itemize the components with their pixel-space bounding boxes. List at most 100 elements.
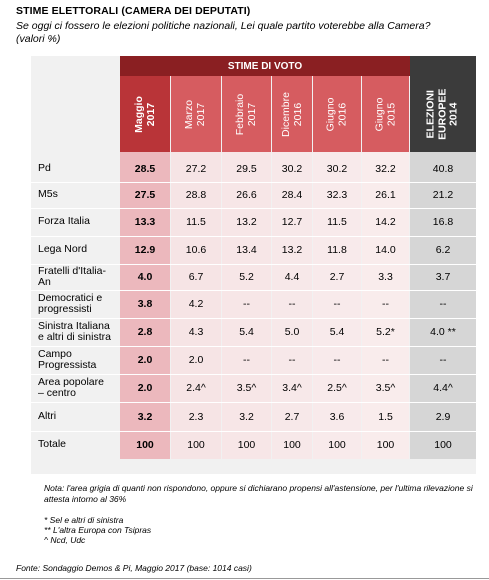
table-cell: -- <box>333 354 341 366</box>
row-label: Campo Progressista <box>38 347 97 371</box>
source-text: Fonte: Sondaggio Demos & Pi, Maggio 2017… <box>16 563 252 573</box>
table-cell: 2.4^ <box>186 382 206 394</box>
table-cell: 3.4^ <box>282 382 302 394</box>
table-cell: 2.0 <box>137 382 153 394</box>
table-cell: 27.2 <box>185 162 207 175</box>
table-cell: 27.5 <box>134 189 156 201</box>
table-cell: 26.1 <box>375 189 396 201</box>
table-cell: 21.2 <box>432 189 454 201</box>
table-cell: 2.8 <box>137 326 153 338</box>
row-separator <box>31 318 476 319</box>
table-cell: -- <box>439 298 447 310</box>
row-separator <box>31 236 476 237</box>
table-cell: 3.3 <box>378 271 393 283</box>
column-header-label: Febbraio 2017 <box>233 93 258 135</box>
table-cell: 4.4^ <box>433 382 453 394</box>
row-label: Sinistra Italiana e altri di sinistra <box>38 319 111 343</box>
table-cell: 13.2 <box>281 244 303 256</box>
table-cell: 30.2 <box>281 162 303 175</box>
table-cell: 2.0 <box>188 354 204 366</box>
table-cell: 3.5^ <box>236 382 257 394</box>
table-cell: 100 <box>328 439 346 451</box>
table-cell: 13.2 <box>236 216 257 228</box>
row-separator <box>31 346 476 347</box>
table-cell: 12.7 <box>281 216 303 228</box>
table-cell: 4.4 <box>284 271 300 283</box>
row-separator <box>31 182 476 183</box>
row-separator <box>31 374 476 375</box>
column-header-label: Dicembre 2016 <box>279 91 304 137</box>
table-cell: 29.5 <box>236 162 257 175</box>
table-cell: 40.8 <box>432 162 454 175</box>
table-cell: -- <box>288 298 296 310</box>
row-label: M5s <box>38 188 58 201</box>
column-background <box>313 152 361 459</box>
table-cell: -- <box>333 298 341 310</box>
table-cell: 2.7 <box>329 271 345 283</box>
table-cell: 3.7 <box>435 271 451 283</box>
column-background <box>272 152 312 459</box>
table-cell: 3.8 <box>137 298 153 310</box>
row-label: Totale <box>38 438 67 451</box>
table-cell: 10.6 <box>185 244 207 256</box>
column-header: Maggio 2017 <box>120 76 170 152</box>
table-cell: 5.2 <box>239 271 254 283</box>
table-cell: 12.9 <box>134 244 156 256</box>
row-separator <box>31 402 476 403</box>
euro-header-top <box>410 56 476 76</box>
table-cell: 4.3 <box>188 326 204 338</box>
row-label: Lega Nord <box>38 243 88 256</box>
column-background <box>171 152 221 459</box>
table-cell: -- <box>243 354 250 366</box>
table-cell: 6.7 <box>188 271 204 283</box>
table-cell: 11.5 <box>327 216 347 228</box>
table-cell: -- <box>288 354 296 366</box>
column-header-label: Giugno 2015 <box>372 97 397 131</box>
table-cell: 11.5 <box>186 216 206 228</box>
column-header-label: ELEZIONI EUROPEE 2014 <box>424 88 460 140</box>
row-label: Forza Italia <box>38 215 90 228</box>
table-cell: 5.0 <box>284 326 300 338</box>
table-cell: 3.2 <box>137 410 153 423</box>
note-text: Nota: l'area grigia di quanti non rispon… <box>44 483 473 504</box>
table-cell: 16.8 <box>432 216 454 228</box>
table-cell: 5.4 <box>329 326 345 338</box>
table-cell: 13.3 <box>134 216 156 228</box>
table-cell: -- <box>382 354 389 366</box>
table-cell: 14.0 <box>375 244 396 256</box>
column-header: Febbraio 2017 <box>222 76 271 152</box>
column-background <box>222 152 271 459</box>
footnote-2: ** L'altra Europa con Tsipras <box>44 525 152 535</box>
table-cell: 100 <box>376 439 395 451</box>
table-cell: -- <box>243 298 250 310</box>
table-cell: 2.7 <box>284 410 300 423</box>
table-cell: 100 <box>136 439 154 451</box>
table-cell: 3.6 <box>329 410 345 423</box>
table-cell: 100 <box>434 439 452 451</box>
table-cell: 2.3 <box>188 410 204 423</box>
table-cell: 14.2 <box>375 216 396 228</box>
row-label: Fratelli d'Italia- An <box>38 264 106 288</box>
bottom-divider <box>0 578 489 579</box>
table-cell: 100 <box>187 439 205 451</box>
table-cell: 1.5 <box>378 410 393 423</box>
row-label: Pd <box>38 161 51 174</box>
row-separator <box>31 208 476 209</box>
row-separator <box>31 264 476 265</box>
table-cell: 5.4 <box>239 326 254 338</box>
table-cell: 4.0 ** <box>430 326 456 338</box>
footnote-1: * Sel e altri di sinistra <box>44 515 124 525</box>
table-cell: 4.2 <box>188 298 204 310</box>
column-header: Giugno 2015 <box>362 76 409 152</box>
table-cell: 11.8 <box>327 244 347 256</box>
page-subtitle: Se oggi ci fossero le elezioni politiche… <box>16 20 431 45</box>
table-cell: -- <box>439 354 447 366</box>
column-header: Dicembre 2016 <box>272 76 312 152</box>
table-cell: 32.2 <box>375 162 396 175</box>
table-cell: 28.4 <box>281 189 303 201</box>
group-header: STIME DI VOTO <box>120 56 410 76</box>
page-title: STIME ELETTORALI (CAMERA DEI DEPUTATI) <box>16 5 251 17</box>
table-cell: 28.8 <box>185 189 207 201</box>
table-cell: 13.4 <box>236 244 257 256</box>
row-label: Area popolare – centro <box>38 375 104 399</box>
